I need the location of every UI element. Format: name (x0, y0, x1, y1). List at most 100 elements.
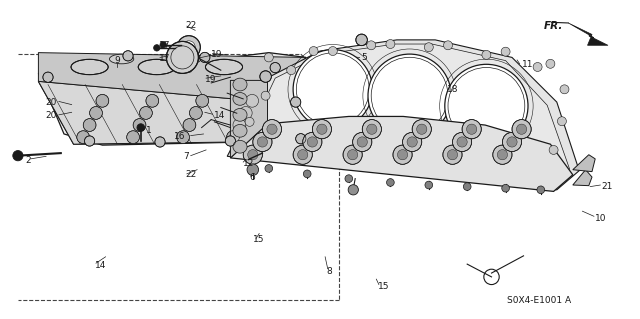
Circle shape (356, 34, 367, 46)
Circle shape (502, 184, 509, 192)
Text: 5: 5 (362, 53, 367, 62)
Polygon shape (227, 40, 579, 190)
Circle shape (225, 136, 236, 146)
Ellipse shape (71, 59, 108, 75)
Text: 16: 16 (174, 132, 186, 141)
Text: 14: 14 (214, 111, 226, 120)
Circle shape (261, 91, 270, 100)
Circle shape (512, 120, 531, 139)
Circle shape (291, 97, 301, 107)
Text: 11: 11 (522, 60, 533, 69)
Circle shape (200, 52, 210, 63)
Circle shape (424, 43, 433, 52)
Circle shape (403, 132, 422, 152)
Circle shape (444, 41, 452, 50)
Circle shape (452, 132, 472, 152)
Text: S0X4-E1001 A: S0X4-E1001 A (507, 296, 571, 305)
Circle shape (13, 151, 23, 161)
Circle shape (357, 137, 367, 147)
Circle shape (445, 64, 528, 147)
Circle shape (497, 150, 508, 160)
Circle shape (182, 41, 195, 54)
Circle shape (367, 41, 376, 50)
Text: 15: 15 (378, 282, 389, 291)
Circle shape (425, 181, 433, 189)
Text: 19: 19 (205, 75, 216, 84)
Circle shape (265, 165, 273, 172)
Polygon shape (38, 53, 306, 144)
Circle shape (296, 134, 306, 144)
Text: 21: 21 (602, 182, 613, 191)
Circle shape (412, 120, 431, 139)
Polygon shape (38, 70, 314, 145)
Circle shape (227, 131, 239, 144)
Text: 17: 17 (159, 54, 170, 63)
Circle shape (397, 150, 408, 160)
Circle shape (245, 117, 254, 126)
Circle shape (463, 183, 471, 190)
Circle shape (96, 94, 109, 107)
Circle shape (243, 145, 262, 164)
Circle shape (317, 124, 327, 134)
Text: 8: 8 (326, 267, 332, 276)
Circle shape (368, 54, 451, 137)
Ellipse shape (233, 93, 247, 105)
Polygon shape (38, 53, 306, 102)
Circle shape (257, 137, 268, 147)
Circle shape (417, 124, 427, 134)
Text: 12: 12 (243, 159, 255, 168)
Circle shape (549, 145, 558, 154)
Circle shape (560, 85, 569, 94)
Circle shape (253, 132, 272, 152)
Polygon shape (230, 116, 573, 191)
Circle shape (502, 132, 522, 152)
Text: FR.: FR. (544, 21, 563, 31)
Polygon shape (573, 170, 592, 186)
Circle shape (312, 120, 332, 139)
Circle shape (457, 137, 467, 147)
Circle shape (196, 94, 209, 107)
Circle shape (303, 132, 322, 152)
Ellipse shape (177, 54, 201, 64)
Circle shape (77, 131, 90, 144)
Ellipse shape (233, 108, 247, 121)
Circle shape (239, 107, 252, 119)
Text: 1: 1 (146, 126, 152, 135)
Polygon shape (573, 155, 595, 172)
Text: 22: 22 (186, 21, 197, 30)
Text: 17: 17 (159, 41, 170, 50)
Text: 18: 18 (447, 85, 458, 94)
Ellipse shape (233, 140, 247, 153)
Ellipse shape (205, 59, 243, 75)
Circle shape (133, 119, 146, 131)
Circle shape (123, 51, 133, 61)
Circle shape (43, 72, 53, 82)
Text: 9: 9 (115, 56, 120, 65)
Circle shape (407, 137, 417, 147)
Circle shape (260, 71, 271, 82)
Circle shape (84, 136, 95, 146)
Circle shape (83, 119, 96, 131)
Circle shape (367, 124, 377, 134)
Circle shape (447, 150, 458, 160)
Circle shape (482, 50, 491, 59)
Circle shape (127, 131, 140, 144)
Text: 2: 2 (26, 156, 31, 165)
Circle shape (287, 66, 296, 75)
Circle shape (303, 170, 311, 178)
Circle shape (493, 145, 512, 164)
Circle shape (353, 132, 372, 152)
Circle shape (262, 120, 282, 139)
Circle shape (246, 94, 259, 107)
Polygon shape (170, 44, 198, 73)
Circle shape (501, 47, 510, 56)
Text: 15: 15 (253, 235, 264, 244)
Circle shape (233, 119, 246, 131)
Circle shape (462, 120, 481, 139)
Circle shape (140, 107, 152, 119)
Circle shape (328, 47, 337, 56)
Circle shape (348, 150, 358, 160)
Polygon shape (568, 23, 608, 45)
Circle shape (177, 36, 200, 59)
Circle shape (160, 41, 166, 48)
